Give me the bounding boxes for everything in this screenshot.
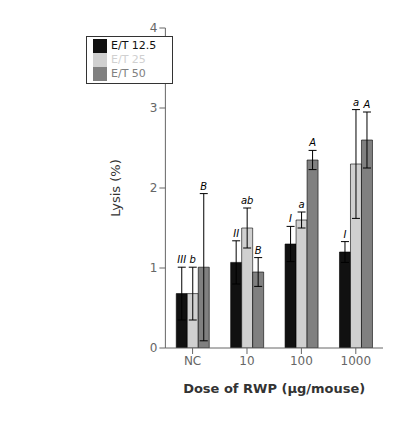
html-text:E/T 12.5: E/T 12.5	[111, 39, 157, 52]
svg-text:0: 0	[150, 341, 158, 355]
svg-text:I: I	[343, 229, 346, 240]
svg-text:II: II	[233, 228, 239, 239]
svg-text:b: b	[190, 254, 196, 265]
html-text:E/T 25: E/T 25	[111, 53, 146, 66]
svg-text:Lysis (%): Lysis (%)	[108, 159, 123, 217]
svg-text:a: a	[298, 199, 304, 210]
svg-text:ab: ab	[241, 195, 253, 206]
svg-text:3: 3	[150, 101, 158, 115]
svg-text:a: a	[353, 97, 359, 108]
svg-text:1000: 1000	[341, 354, 372, 368]
svg-text:1: 1	[150, 261, 158, 275]
svg-text:B: B	[255, 245, 262, 256]
svg-text:III: III	[177, 254, 186, 265]
svg-text:NC: NC	[184, 354, 201, 368]
svg-text:A: A	[308, 137, 316, 148]
svg-text:A: A	[363, 99, 371, 110]
html-text:E/T 50: E/T 50	[111, 67, 146, 80]
svg-text:I: I	[289, 213, 292, 224]
svg-text:4: 4	[150, 21, 158, 35]
svg-text:100: 100	[290, 354, 313, 368]
svg-text:B: B	[200, 181, 207, 192]
svg-text:10: 10	[239, 354, 254, 368]
svg-text:2: 2	[150, 181, 158, 195]
svg-text:Dose of RWP (μg/mouse): Dose of RWP (μg/mouse)	[183, 381, 365, 396]
